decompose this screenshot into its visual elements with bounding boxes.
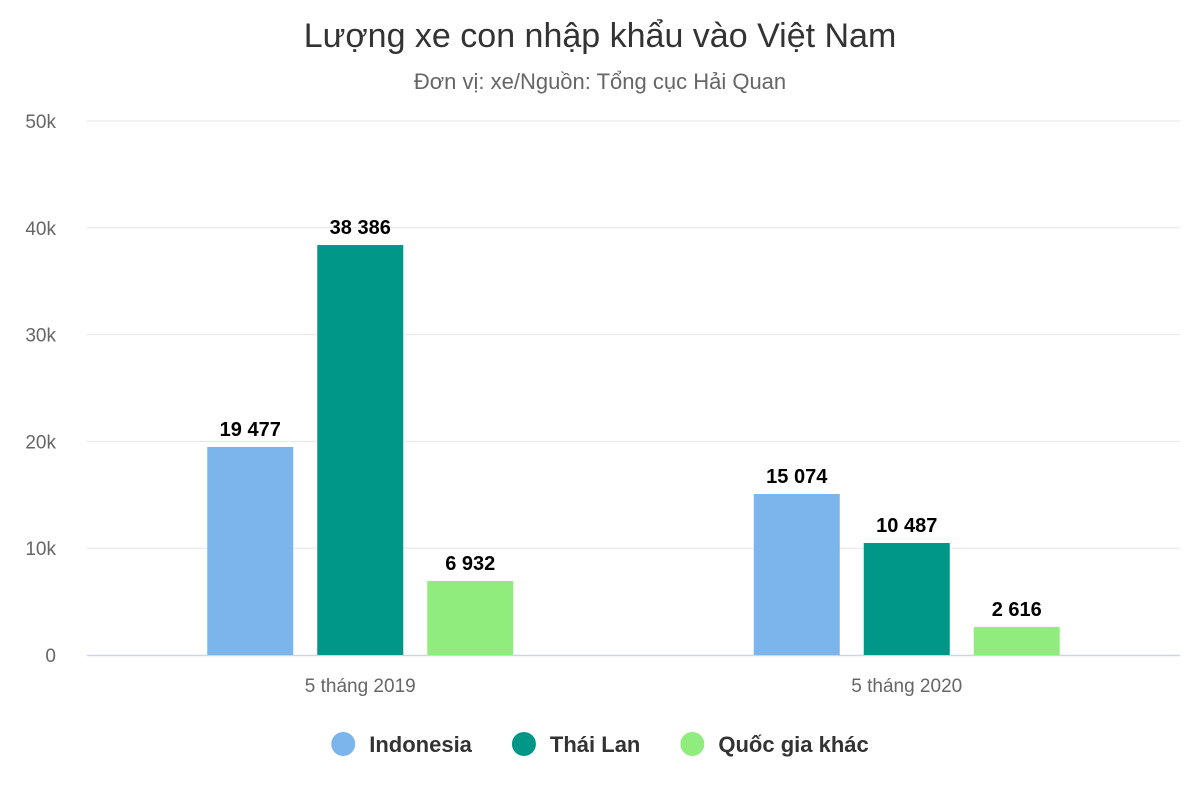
bar[interactable] <box>207 446 294 655</box>
y-tick-label: 50k <box>25 112 56 133</box>
legend-item[interactable]: Quốc gia khác <box>680 732 869 757</box>
grid-lines <box>87 120 1180 657</box>
legend-label: Indonesia <box>369 732 472 757</box>
data-label: 38 386 <box>330 217 391 239</box>
legend-item[interactable]: Thái Lan <box>511 732 640 757</box>
legend-item[interactable]: Indonesia <box>331 732 473 757</box>
x-axis: 5 tháng 2019 5 tháng 2020 <box>305 676 962 697</box>
legend-label: Thái Lan <box>550 732 640 757</box>
data-label: 19 477 <box>220 419 281 441</box>
y-tick-label: 20k <box>25 432 56 453</box>
y-tick-label: 10k <box>25 539 56 560</box>
chart-subtitle: Đơn vị: xe/Nguồn: Tổng cục Hải Quan <box>414 69 786 94</box>
bar[interactable] <box>973 627 1060 655</box>
data-label: 10 487 <box>876 515 937 537</box>
legend-marker <box>511 732 536 756</box>
x-tick-label: 5 tháng 2019 <box>305 676 416 697</box>
bar[interactable] <box>317 245 404 655</box>
legend-marker <box>331 732 356 756</box>
y-tick-label: 0 <box>45 646 56 667</box>
legend-label: Quốc gia khác <box>718 732 868 757</box>
chart-title: Lượng xe con nhập khẩu vào Việt Nam <box>304 17 897 55</box>
y-tick-label: 30k <box>25 326 56 347</box>
bars: 19 477 38 386 6 932 15 074 10 487 2 616 <box>207 217 1060 655</box>
x-tick-label: 5 tháng 2020 <box>851 676 962 697</box>
y-axis: 0 10k 20k 30k 40k 50k <box>25 112 56 667</box>
bar[interactable] <box>863 542 950 655</box>
bar[interactable] <box>753 494 840 655</box>
legend[interactable]: Indonesia Thái Lan Quốc gia khác <box>331 732 869 757</box>
y-tick-label: 40k <box>25 219 56 240</box>
data-label: 6 932 <box>445 553 495 575</box>
legend-marker <box>680 732 705 756</box>
data-label: 2 616 <box>992 599 1042 621</box>
bar[interactable] <box>427 580 514 655</box>
data-label: 15 074 <box>766 466 828 488</box>
